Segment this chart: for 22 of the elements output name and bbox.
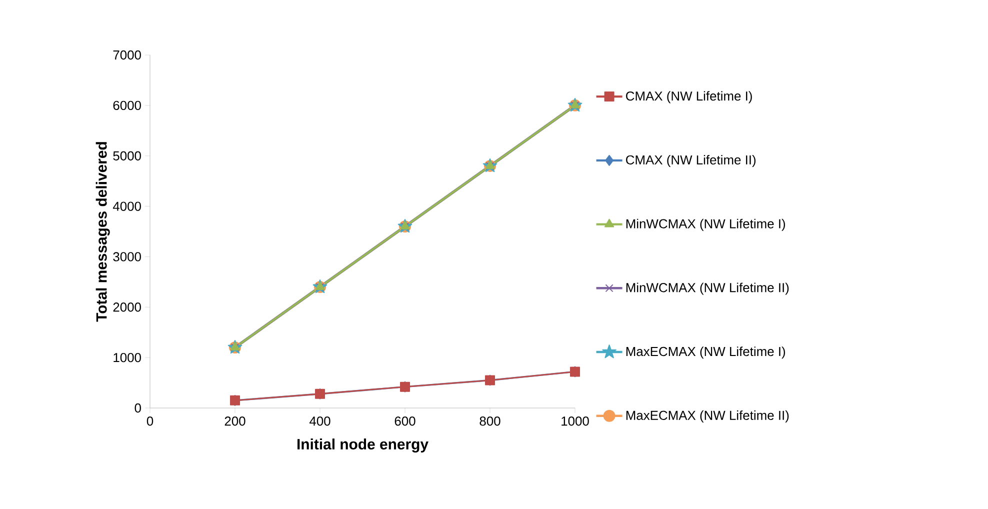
y-tick-label: 4000 (112, 202, 141, 211)
legend-label: MaxECMAX (NW Lifetime II) (626, 410, 789, 423)
y-tick-label: 0 (134, 403, 141, 413)
legend-label: MinWCMAX (NW Lifetime I) (626, 218, 786, 231)
legend-label: MaxECMAX (NW Lifetime I) (626, 346, 786, 359)
y-tick-label: 3000 (113, 252, 141, 262)
y-tick-label: 1000 (114, 352, 141, 362)
x-tick-label: 0 (146, 416, 154, 426)
x-tick-label: 200 (224, 416, 246, 426)
legend-label: CMAX (NW Lifetime I) (626, 91, 752, 104)
x-axis-title: Initial node energy (297, 438, 428, 453)
y-tick-label: 5000 (113, 151, 141, 160)
y-tick-label: 7000 (113, 50, 141, 60)
x-tick-label: 1000 (562, 416, 589, 426)
y-tick-label: 6000 (113, 100, 141, 110)
legend-label: CMAX (NW Lifetime II) (626, 154, 756, 168)
legend-label: MinWCMAX (NW Lifetime II) (626, 282, 789, 295)
x-tick-label: 600 (394, 416, 416, 426)
y-tick-label: 2000 (113, 302, 141, 312)
x-tick-label: 400 (309, 416, 330, 426)
x-tick-label: 800 (480, 416, 500, 426)
y-axis-title: Total messages delivered (96, 142, 110, 322)
